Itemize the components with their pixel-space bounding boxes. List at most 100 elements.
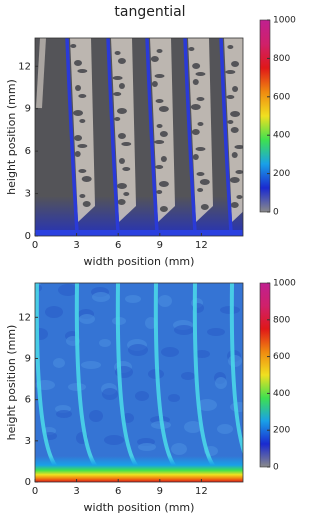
colorbar-tick-label: 800 (273, 54, 290, 64)
x-tick-label: 3 (73, 240, 79, 251)
heatmap-region (135, 391, 149, 401)
heatmap-region (36, 38, 46, 109)
heatmap-region (232, 86, 239, 92)
heatmap-region (156, 124, 163, 128)
heatmap-region (231, 61, 240, 67)
y-tick-label: 3 (25, 436, 31, 447)
heatmap-region (128, 344, 148, 356)
heatmap-region (70, 44, 77, 48)
heatmap-region (125, 295, 141, 303)
heatmap (35, 38, 243, 236)
colorbar-tick-label: 0 (273, 463, 279, 473)
heatmap-region (155, 99, 164, 103)
heatmap-region (70, 38, 95, 222)
x-tick-label: 12 (195, 240, 208, 251)
y-tick-label: 12 (18, 61, 31, 72)
y-tick-label: 9 (25, 104, 31, 115)
x-axis-label: width position (mm) (84, 501, 195, 514)
heatmap-region (117, 133, 126, 139)
heatmap-region (154, 74, 165, 78)
heatmap-region (159, 131, 168, 137)
heatmap-region (192, 79, 199, 85)
heatmap-region (58, 284, 78, 296)
heatmap-region (145, 38, 159, 233)
heatmap-region (196, 172, 205, 176)
y-axis-label: height position (mm) (5, 325, 18, 441)
heatmap-region (235, 170, 243, 174)
x-tick-label: 0 (32, 486, 38, 497)
heatmap-region (230, 111, 241, 117)
heatmap-region (159, 206, 168, 212)
heatmap-region (75, 85, 82, 91)
heatmap-region (89, 410, 103, 422)
heatmap-region (56, 410, 72, 418)
heatmap-region (121, 142, 132, 146)
heatmap-region (35, 230, 243, 236)
heatmap-region (227, 45, 234, 49)
heatmap-region (229, 177, 240, 183)
colorbar-tick-label: 600 (273, 352, 290, 362)
heatmap-region (199, 179, 210, 185)
heatmap-region (35, 456, 243, 482)
heatmap-region (158, 295, 172, 307)
x-tick-label: 6 (115, 240, 121, 251)
plot-frame (34, 37, 244, 237)
heatmap-region (151, 81, 158, 87)
heatmap-region (150, 56, 159, 62)
heatmap-region (217, 424, 233, 434)
heatmap-region (79, 194, 86, 198)
x-tick-label: 0 (32, 240, 38, 251)
heatmap-region (116, 108, 127, 114)
heatmap-region (116, 183, 127, 189)
colorbar (259, 282, 271, 468)
heatmap-region (102, 388, 118, 400)
heatmap-region (171, 443, 187, 455)
heatmap-region (215, 377, 227, 389)
heatmap-region (194, 350, 210, 358)
heatmap-region (192, 154, 199, 160)
colorbar-tick-label: 1000 (273, 279, 296, 289)
y-tick-label: 9 (25, 353, 31, 364)
heatmap-region (106, 38, 120, 233)
heatmap-region (82, 201, 91, 207)
heatmap-region (81, 361, 101, 369)
heatmap-region (161, 347, 179, 357)
heatmap-region (207, 328, 225, 336)
heatmap-region (112, 76, 123, 80)
x-axis-label: width position (mm) (84, 255, 195, 268)
heatmap-region (225, 70, 236, 74)
colorbar-tick-label: 200 (273, 426, 290, 436)
y-tick-label: 0 (25, 477, 31, 488)
heatmap-region (155, 165, 164, 169)
heatmap-region (99, 339, 111, 347)
y-tick-label: 6 (25, 395, 31, 406)
heatmap-region (156, 49, 163, 53)
heatmap-region (114, 51, 121, 55)
y-tick-label: 3 (25, 189, 31, 200)
heatmap-region (122, 167, 131, 171)
y-tick-label: 6 (25, 146, 31, 157)
colorbar-tick-label: 800 (273, 315, 290, 325)
heatmap-region (77, 69, 88, 73)
colorbar-tick-label: 1000 (273, 16, 296, 26)
y-axis-label: height position (mm) (5, 79, 18, 195)
colorbar-tick-label: 0 (273, 208, 279, 218)
heatmap-region (35, 328, 48, 340)
x-tick-label: 9 (157, 240, 163, 251)
heatmap-region (188, 47, 195, 51)
heatmap-region (234, 145, 243, 149)
colorbar-tick-label: 400 (273, 389, 290, 399)
colorbar-tick-label: 600 (273, 92, 290, 102)
heatmap-region (190, 104, 201, 110)
heatmap-region (196, 97, 205, 101)
colorbar-tick-label: 400 (273, 131, 290, 141)
heatmap-region (74, 151, 81, 157)
heatmap-region (111, 38, 136, 222)
heatmap-region (81, 176, 92, 182)
heatmap-region (78, 94, 87, 98)
heatmap-region (228, 355, 242, 367)
chart-title: tangential (114, 4, 185, 20)
heatmap-region (236, 195, 243, 199)
heatmap-region (73, 110, 84, 116)
